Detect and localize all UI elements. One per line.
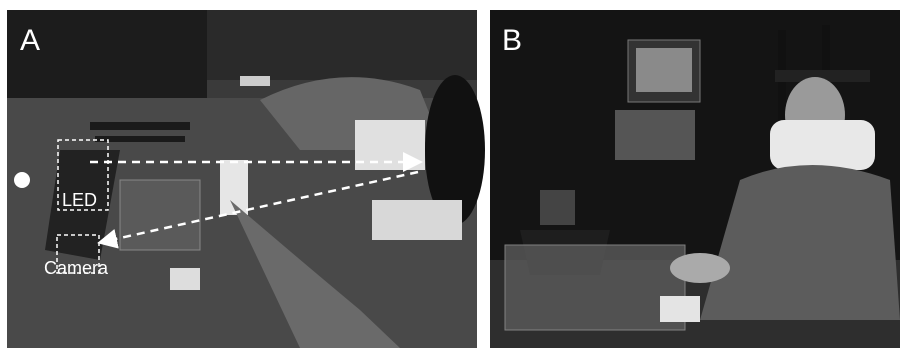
led-dot: [14, 172, 30, 188]
photo-a: [7, 10, 485, 348]
photo-b: [490, 10, 900, 348]
annotation: LED: [62, 190, 97, 210]
panel-label: B: [502, 24, 522, 57]
figure: A LED Camera B: [0, 0, 904, 353]
annotation: Camera: [44, 258, 109, 278]
panel-label: A: [20, 24, 40, 57]
